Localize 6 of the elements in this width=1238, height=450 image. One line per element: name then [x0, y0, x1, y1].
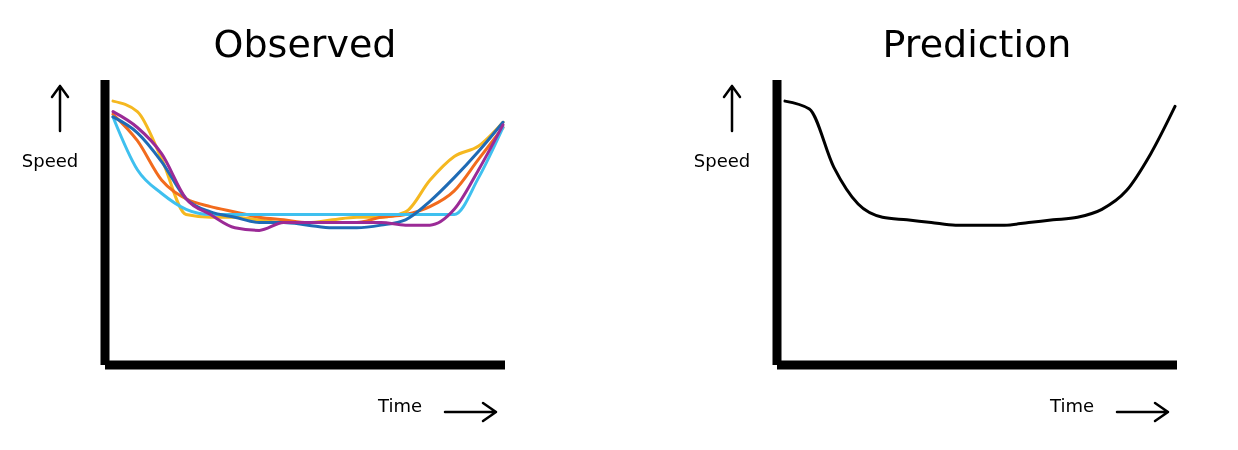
y-axis-title: Speed [20, 150, 80, 171]
chart-title: Prediction [881, 22, 1073, 66]
chart-title: Observed [212, 22, 398, 66]
y-axis-title: Speed [692, 150, 752, 171]
x-axis-title: Time [1048, 395, 1096, 416]
x-axis-title: Time [376, 395, 424, 416]
